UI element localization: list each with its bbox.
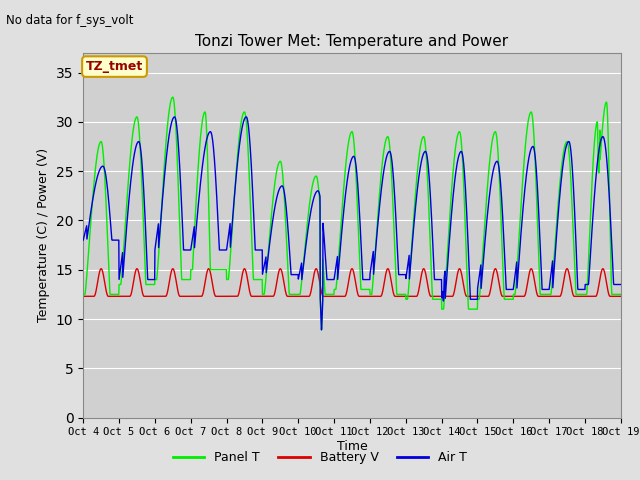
- Text: TZ_tmet: TZ_tmet: [86, 60, 143, 73]
- Panel T: [617, 291, 625, 297]
- Battery V: [368, 293, 376, 299]
- Panel T: [368, 291, 376, 297]
- Panel T: [570, 243, 577, 249]
- Line: Air T: Air T: [83, 117, 621, 330]
- Battery V: [584, 293, 592, 299]
- Battery V: [97, 266, 105, 272]
- Title: Tonzi Tower Met: Temperature and Power: Tonzi Tower Met: Temperature and Power: [195, 34, 509, 49]
- Air T: [230, 206, 237, 212]
- Air T: [585, 279, 593, 285]
- Air T: [317, 327, 325, 333]
- Panel T: [230, 209, 237, 215]
- Panel T: [169, 94, 177, 100]
- Line: Battery V: Battery V: [83, 269, 621, 296]
- Line: Panel T: Panel T: [83, 97, 621, 330]
- Legend: Panel T, Battery V, Air T: Panel T, Battery V, Air T: [168, 446, 472, 469]
- Air T: [380, 170, 387, 176]
- Text: No data for f_sys_volt: No data for f_sys_volt: [6, 14, 134, 27]
- X-axis label: Time: Time: [337, 440, 367, 453]
- Air T: [79, 237, 87, 243]
- Air T: [368, 259, 376, 264]
- Panel T: [317, 327, 325, 333]
- Y-axis label: Temperature (C) / Power (V): Temperature (C) / Power (V): [37, 148, 51, 322]
- Air T: [617, 282, 625, 288]
- Air T: [171, 114, 179, 120]
- Battery V: [570, 293, 577, 299]
- Panel T: [585, 254, 593, 260]
- Battery V: [617, 293, 625, 299]
- Battery V: [79, 293, 87, 299]
- Panel T: [380, 150, 387, 156]
- Air T: [570, 190, 577, 196]
- Panel T: [509, 297, 516, 302]
- Air T: [509, 287, 516, 292]
- Panel T: [79, 291, 87, 297]
- Battery V: [230, 293, 237, 299]
- Battery V: [508, 293, 516, 299]
- Battery V: [380, 286, 387, 291]
